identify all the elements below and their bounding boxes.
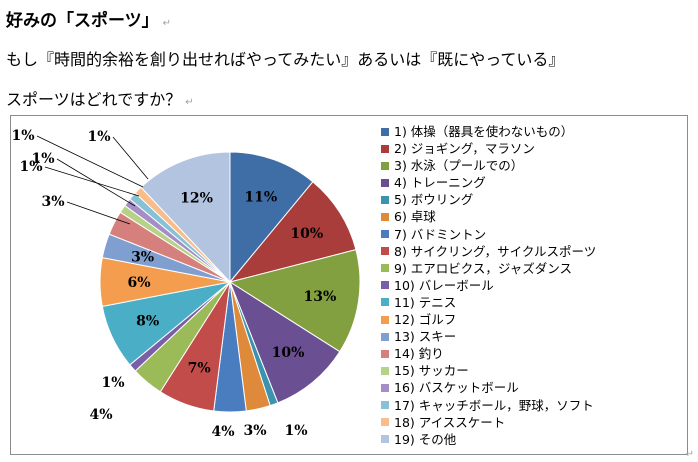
paragraph-mark: ↵	[162, 18, 172, 29]
leader-line	[112, 136, 149, 180]
legend-swatch	[381, 332, 389, 341]
legend-swatch	[381, 349, 389, 358]
data-label: 1%	[101, 375, 124, 391]
pie-slice	[228, 249, 361, 353]
legend-label: 2) ジョギング，マラソン	[394, 141, 535, 157]
data-label: 12%	[180, 190, 213, 206]
legend-item: 9) エアロビクス，ジャズダンス	[381, 260, 596, 277]
data-label: 7%	[188, 361, 211, 377]
paragraph-mark: ↵	[685, 449, 694, 460]
legend-label: 8) サイクリング，サイクルスポーツ	[394, 243, 597, 259]
data-label: 1%	[284, 423, 307, 439]
legend-swatch	[381, 435, 389, 444]
legend-swatch	[381, 264, 389, 273]
legend-swatch	[381, 298, 389, 307]
data-label: 1%	[31, 151, 54, 167]
legend-item: 1) 体操（器具を使わないもの）	[381, 123, 596, 140]
data-label: 6%	[127, 275, 150, 291]
legend-label: 15) サッカー	[394, 363, 469, 379]
legend-label: 10) バレーボール	[394, 277, 494, 293]
legend-label: 16) バスケットボール	[394, 380, 519, 396]
legend-label: 13) スキー	[394, 329, 457, 345]
legend-item: 16) バスケットボール	[381, 379, 596, 396]
leader-line	[36, 135, 144, 188]
legend-item: 8) サイクリング，サイクルスポーツ	[381, 243, 596, 260]
data-label: 1%	[87, 129, 110, 145]
data-label: 8%	[136, 314, 159, 330]
pie-slice	[228, 280, 341, 404]
data-label: 3%	[41, 194, 64, 210]
legend-item: 4) トレーニング	[381, 174, 596, 191]
pie-slice	[140, 151, 231, 284]
legend-swatch	[381, 281, 389, 290]
data-label: 3%	[131, 250, 154, 266]
legend-swatch	[381, 247, 389, 256]
legend-item: 7) バドミントン	[381, 226, 596, 243]
data-label: 13%	[304, 289, 337, 305]
data-label: 3%	[243, 423, 266, 439]
legend-label: 12) ゴルフ	[394, 312, 457, 328]
pie-slice	[228, 181, 357, 283]
legend-label: 9) エアロビクス，ジャズダンス	[394, 260, 573, 276]
legend-swatch	[381, 383, 389, 392]
legend-swatch	[381, 127, 389, 136]
legend-swatch	[381, 401, 389, 410]
leader-line	[66, 201, 131, 225]
legend-swatch	[381, 366, 389, 375]
legend-label: 14) 釣り	[394, 346, 444, 362]
legend-label: 5) ボウリング	[394, 192, 474, 208]
question-line-2: スポーツはどれですか？ ↵	[6, 90, 194, 109]
legend-item: 18) アイススケート	[381, 414, 596, 431]
legend-item: 13) スキー	[381, 328, 596, 345]
legend-swatch	[381, 144, 389, 153]
legend-swatch	[381, 315, 389, 324]
data-label: 1%	[19, 159, 42, 175]
legend-item: 14) 釣り	[381, 345, 596, 362]
chart-legend: 1) 体操（器具を使わないもの） 2) ジョギング，マラソン 3) 水泳（プールでの…	[381, 123, 596, 448]
page-heading: 好みの「スポーツ」 ↵	[6, 11, 172, 31]
legend-label: 19) その他	[394, 431, 457, 447]
data-label: 1%	[11, 128, 34, 144]
legend-item: 5) ボウリング	[381, 191, 596, 208]
legend-label: 6) 卓球	[394, 209, 436, 225]
question-line-1: もし『時間的余裕を創り出せればやってみたい』あるいは『既にやっている』	[6, 50, 565, 69]
data-label: 4%	[89, 407, 112, 423]
pie-slice	[229, 151, 314, 284]
leader-line	[44, 166, 140, 197]
legend-label: 11) テニス	[394, 294, 457, 310]
data-label: 10%	[272, 345, 305, 361]
legend-item: 15) サッカー	[381, 362, 596, 379]
legend-label: 1) 体操（器具を使わないもの）	[394, 124, 574, 139]
legend-swatch	[381, 230, 389, 239]
legend-label: 17) キャッチボール，野球，ソフト	[394, 397, 594, 413]
legend-label: 7) バドミントン	[394, 226, 487, 242]
legend-item: 12) ゴルフ	[381, 311, 596, 328]
legend-item: 11) テニス	[381, 294, 596, 311]
legend-label: 18) アイススケート	[394, 414, 506, 430]
legend-swatch	[381, 161, 389, 170]
legend-item: 3) 水泳（プールでの）	[381, 157, 596, 174]
pie-chart: 11%10%13%10%1%3%4%7%4%1%8%6%3%3%1%1%1% 1%…	[11, 128, 361, 440]
data-label: 11%	[244, 189, 277, 205]
legend-swatch	[381, 418, 389, 427]
pie-chart-frame: 11% 10% 13% 10% 1% 3% 4% 7% 4% 1% 8% 6% 3% 3% 1% 1% 1% 1%…	[10, 115, 688, 455]
legend-item: 10) バレーボール	[381, 277, 596, 294]
legend-swatch	[381, 178, 389, 187]
legend-item: 19) その他	[381, 431, 596, 448]
data-label: 4%	[211, 424, 234, 440]
legend-label: 3) 水泳（プールでの）	[394, 158, 524, 174]
paragraph-mark: ↵	[185, 97, 194, 108]
legend-item: 6) 卓球	[381, 208, 596, 225]
legend-item: 2) ジョギング，マラソン	[381, 140, 596, 157]
legend-item: 17) キャッチボール，野球，ソフト	[381, 397, 596, 414]
legend-swatch	[381, 195, 389, 204]
data-label: 10%	[290, 226, 323, 242]
legend-swatch	[381, 213, 389, 222]
legend-label: 4) トレーニング	[394, 175, 486, 191]
